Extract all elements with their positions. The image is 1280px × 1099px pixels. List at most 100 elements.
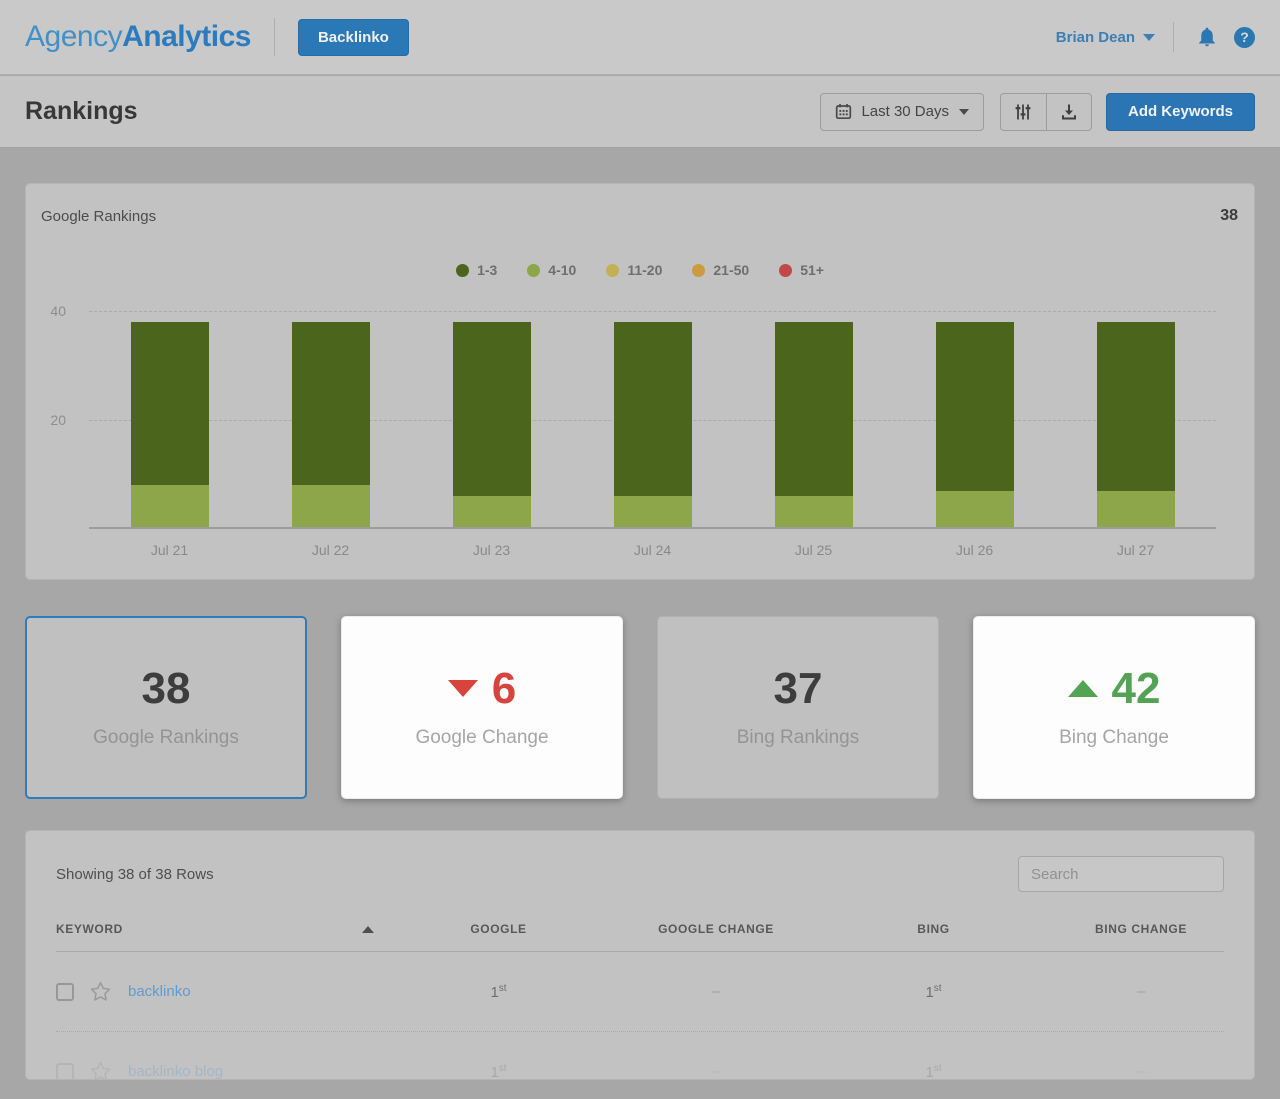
stat-number: 6 <box>491 663 517 713</box>
decrease-icon <box>447 680 478 697</box>
bar-segment-4-10 <box>452 496 531 529</box>
row-checkbox[interactable] <box>56 982 74 1001</box>
table-row[interactable]: backlinko 1st – 1st – <box>56 952 1224 1032</box>
bar-slot-jul-27 <box>1055 311 1216 529</box>
bar-slot-jul-23 <box>411 311 572 529</box>
google-change-cell: – <box>711 983 721 1000</box>
bar-slot-jul-21 <box>89 311 250 529</box>
bar-jul-24[interactable] <box>613 321 692 529</box>
legend-item-11-20[interactable]: 11-20 <box>606 262 662 278</box>
legend-label: 21-50 <box>713 262 750 278</box>
date-range-label: Last 30 Days <box>861 103 949 120</box>
stat-cards-row: 38 Google Rankings 6 Google Change 37 Bi… <box>25 616 1255 799</box>
plot-area <box>89 311 1216 529</box>
logo-divider <box>273 18 275 56</box>
legend-item-4-10[interactable]: 4-10 <box>527 262 576 278</box>
x-axis-label: Jul 21 <box>150 542 189 558</box>
star-icon[interactable] <box>89 980 112 1003</box>
chart-legend: 1-3 4-10 11-20 21-50 51+ <box>26 262 1254 278</box>
caret-down-icon[interactable] <box>1143 33 1155 41</box>
legend-label: 1-3 <box>477 262 498 278</box>
stat-number: 42 <box>1111 663 1161 713</box>
bar-slot-jul-24 <box>572 311 733 529</box>
logo-prefix: Agency <box>25 20 123 53</box>
stat-label: Google Rankings <box>93 726 239 748</box>
user-menu[interactable]: Brian Dean <box>1055 28 1135 46</box>
stat-label: Bing Change <box>1059 726 1169 748</box>
keyword-link[interactable]: backlinko blog <box>128 1063 224 1080</box>
legend-item-21-50[interactable]: 21-50 <box>692 262 749 278</box>
logo-suffix: Analytics <box>122 20 251 53</box>
chart-title: Google Rankings <box>41 208 157 225</box>
legend-label: 4-10 <box>548 262 577 278</box>
sort-asc-icon <box>362 925 374 933</box>
help-button[interactable]: ? <box>1234 26 1255 48</box>
bing-change-cell: – <box>1136 1063 1146 1080</box>
legend-dot-icon <box>692 263 706 277</box>
x-axis-label: Jul 23 <box>472 542 511 558</box>
bar-segment-1-3 <box>935 321 1014 491</box>
bar-segment-4-10 <box>291 485 370 529</box>
client-selector-button[interactable]: Backlinko <box>297 18 409 56</box>
star-icon[interactable] <box>89 1060 112 1079</box>
bar-jul-23[interactable] <box>452 321 531 529</box>
x-axis-labels: Jul 21 Jul 22 Jul 23 Jul 24 Jul 25 Jul 26 Jul … <box>89 542 1216 558</box>
stat-value: 37 <box>773 663 823 713</box>
keyword-cell: backlinko <box>56 980 376 1003</box>
legend-item-51+[interactable]: 51+ <box>779 262 824 278</box>
bar-jul-22[interactable] <box>291 321 370 529</box>
column-header-google[interactable]: GOOGLE <box>470 922 527 936</box>
filter-icon <box>1016 104 1031 119</box>
table-header-row: KEYWORD GOOGLE GOOGLE CHANGE BING BING C… <box>56 922 1224 952</box>
bar-segment-1-3 <box>1096 321 1175 491</box>
bar-jul-26[interactable] <box>935 321 1014 529</box>
google-change-cell: – <box>711 1063 721 1080</box>
bar-jul-21[interactable] <box>130 321 209 529</box>
date-range-button[interactable]: Last 30 Days <box>820 92 984 131</box>
legend-item-1-3[interactable]: 1-3 <box>456 262 497 278</box>
bar-slot-jul-26 <box>894 311 1055 529</box>
bar-segment-1-3 <box>774 321 853 497</box>
stat-card-bing-rankings[interactable]: 37 Bing Rankings <box>657 616 939 799</box>
column-header-bing[interactable]: BING <box>917 922 950 936</box>
notifications-button[interactable] <box>1196 26 1218 48</box>
bar-jul-25[interactable] <box>774 321 853 529</box>
column-header-keyword[interactable]: KEYWORD <box>56 922 376 936</box>
bar-segment-1-3 <box>130 321 209 486</box>
bar-segment-1-3 <box>452 321 531 497</box>
increase-icon <box>1067 680 1098 697</box>
caret-down-icon <box>958 108 969 115</box>
download-button[interactable] <box>1045 92 1092 131</box>
google-rank-cell: 1st <box>490 982 507 1001</box>
column-header-bing-change[interactable]: BING CHANGE <box>1095 922 1187 936</box>
filter-button[interactable] <box>999 92 1046 131</box>
bar-segment-4-10 <box>613 496 692 529</box>
keyword-link[interactable]: backlinko <box>128 983 191 1000</box>
x-axis-label: Jul 24 <box>633 542 672 558</box>
chart-total-value: 38 <box>1220 207 1238 224</box>
table-toolbar: Showing 38 of 38 Rows <box>26 831 1254 892</box>
page-title: Rankings <box>25 97 138 125</box>
agency-analytics-logo[interactable]: AgencyAnalytics <box>25 20 251 54</box>
bar-segment-4-10 <box>130 485 209 529</box>
column-header-google-change[interactable]: GOOGLE CHANGE <box>658 922 774 936</box>
stat-card-google-rankings[interactable]: 38 Google Rankings <box>25 616 307 799</box>
stat-card-bing-change[interactable]: 42 Bing Change <box>973 616 1255 799</box>
topbar-right-cluster: Brian Dean ? <box>1056 22 1255 52</box>
google-rank-cell: 1st <box>490 1062 507 1080</box>
table-row[interactable]: backlinko blog 1st – 1st – <box>56 1032 1224 1080</box>
row-checkbox[interactable] <box>56 1062 74 1079</box>
x-axis-label: Jul 22 <box>311 542 350 558</box>
legend-dot-icon <box>779 263 793 277</box>
search-input[interactable] <box>1018 856 1224 892</box>
bar-segment-4-10 <box>1096 490 1175 529</box>
bing-change-cell: – <box>1136 983 1146 1000</box>
add-keywords-button[interactable]: Add Keywords <box>1105 92 1255 131</box>
calendar-icon <box>836 104 852 120</box>
bars <box>89 311 1216 529</box>
page-toolbar: Last 30 Days Add Keywords <box>820 92 1255 131</box>
stat-value: 6 <box>447 663 517 713</box>
bar-segment-1-3 <box>613 321 692 497</box>
stat-card-google-change[interactable]: 6 Google Change <box>341 616 623 799</box>
bar-jul-27[interactable] <box>1096 321 1175 529</box>
